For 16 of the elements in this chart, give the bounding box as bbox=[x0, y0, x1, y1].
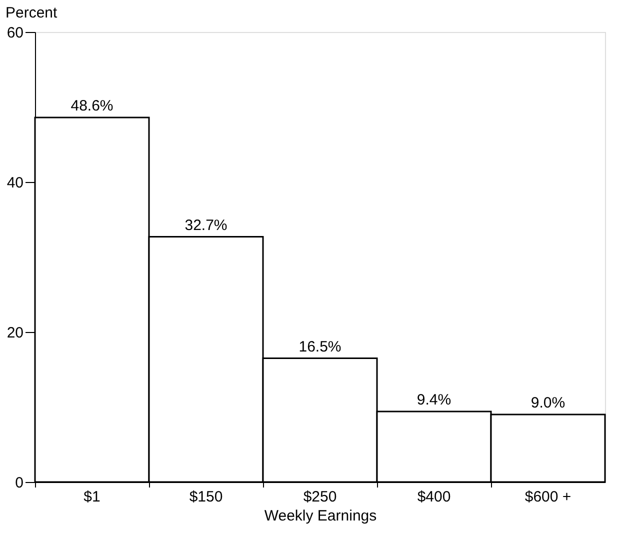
data-label: 9.0% bbox=[530, 394, 566, 412]
x-tick-label: $1 bbox=[84, 488, 100, 506]
data-label: 16.5% bbox=[298, 338, 342, 356]
y-axis-title: Percent bbox=[6, 4, 58, 22]
y-tick-label: 60 bbox=[6, 24, 24, 42]
data-label: 48.6% bbox=[70, 98, 114, 114]
y-tick-label: 0 bbox=[15, 474, 24, 492]
y-tick-label: 20 bbox=[6, 324, 24, 342]
x-tick-label: $250 bbox=[303, 488, 337, 506]
data-label: 32.7% bbox=[184, 216, 228, 234]
x-tick-label: $400 bbox=[417, 488, 451, 506]
y-tick-label: 40 bbox=[6, 174, 24, 192]
x-tick-label: $150 bbox=[189, 488, 223, 506]
x-axis-title: Weekly Earnings bbox=[264, 508, 377, 524]
x-tick-label: $600 + bbox=[524, 488, 572, 506]
data-label: 9.4% bbox=[416, 392, 452, 408]
